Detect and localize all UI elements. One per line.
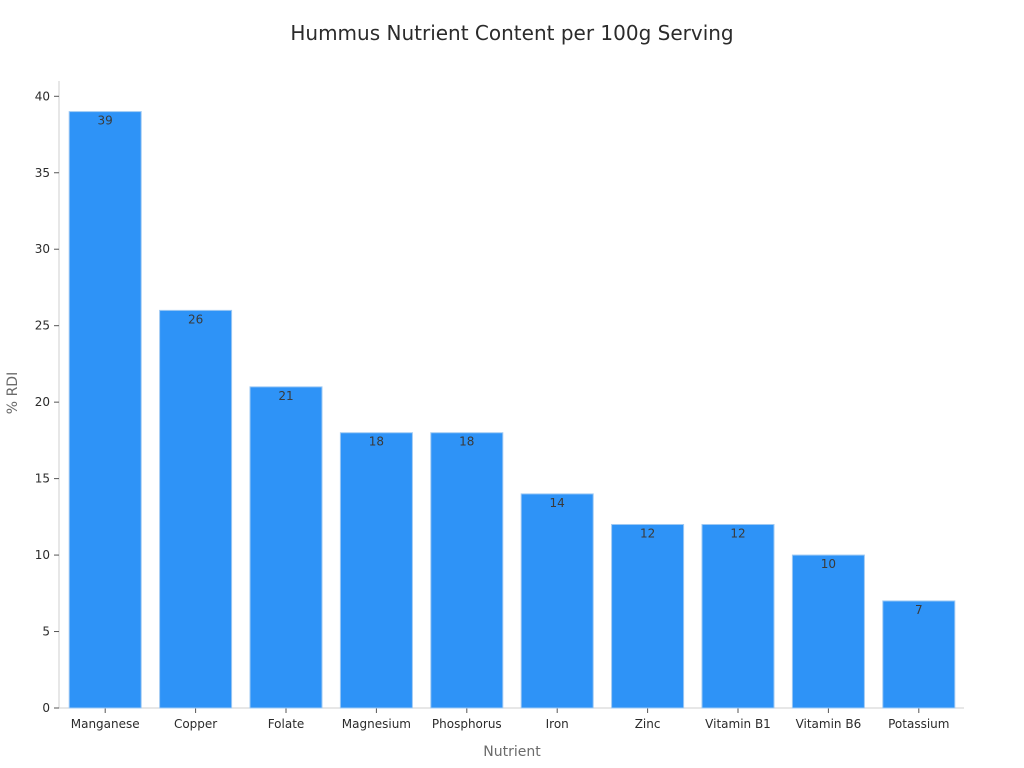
bar [701, 523, 775, 709]
y-tick-label: 15 [35, 472, 50, 486]
bar [68, 111, 142, 709]
x-tick-label: Zinc [635, 717, 661, 731]
y-tick-label: 25 [35, 319, 50, 333]
bar [159, 309, 233, 709]
x-tick-label: Iron [546, 717, 569, 731]
x-tick-label: Copper [174, 717, 217, 731]
bar [520, 493, 594, 709]
bars-group [68, 111, 956, 709]
bar [430, 432, 504, 709]
y-tick-label: 0 [42, 701, 50, 715]
data-label: 14 [550, 496, 565, 510]
data-label: 39 [98, 114, 113, 128]
x-tick-label: Magnesium [342, 717, 411, 731]
bar [611, 523, 685, 709]
data-label: 7 [915, 603, 923, 617]
x-tick-label: Manganese [71, 717, 140, 731]
x-tick-label: Vitamin B1 [705, 717, 771, 731]
data-label: 10 [821, 557, 836, 571]
y-tick-label: 40 [35, 89, 50, 103]
y-tick-label: 35 [35, 166, 50, 180]
x-tick-label: Vitamin B6 [796, 717, 862, 731]
x-axis: Manganese Copper Folate Magnesium Phosphorus… [59, 707, 964, 731]
x-axis-title: Nutrient [483, 744, 541, 760]
data-label: 18 [459, 435, 474, 449]
bar [249, 386, 323, 709]
x-tick-label: Phosphorus [432, 717, 502, 731]
y-tick-label: 30 [35, 242, 50, 256]
data-label: 18 [369, 435, 384, 449]
x-tick-label: Folate [268, 717, 305, 731]
y-tick-label: 5 [42, 625, 50, 639]
x-tick-label: Potassium [888, 717, 949, 731]
y-tick-label: 10 [35, 548, 50, 562]
y-axis: 0 5 10 15 20 25 30 35 40 [35, 81, 60, 715]
chart-title: Hummus Nutrient Content per 100g Serving [290, 21, 733, 45]
data-label: 12 [730, 526, 745, 540]
bar [339, 432, 413, 709]
bar [882, 600, 956, 709]
y-tick-label: 20 [35, 395, 50, 409]
bar [791, 554, 865, 709]
data-label: 21 [278, 389, 293, 403]
data-label: 26 [188, 312, 203, 326]
data-labels-group: 39 26 21 18 18 14 12 12 10 7 [98, 114, 923, 617]
y-axis-title: % RDI [5, 372, 21, 414]
data-label: 12 [640, 526, 655, 540]
